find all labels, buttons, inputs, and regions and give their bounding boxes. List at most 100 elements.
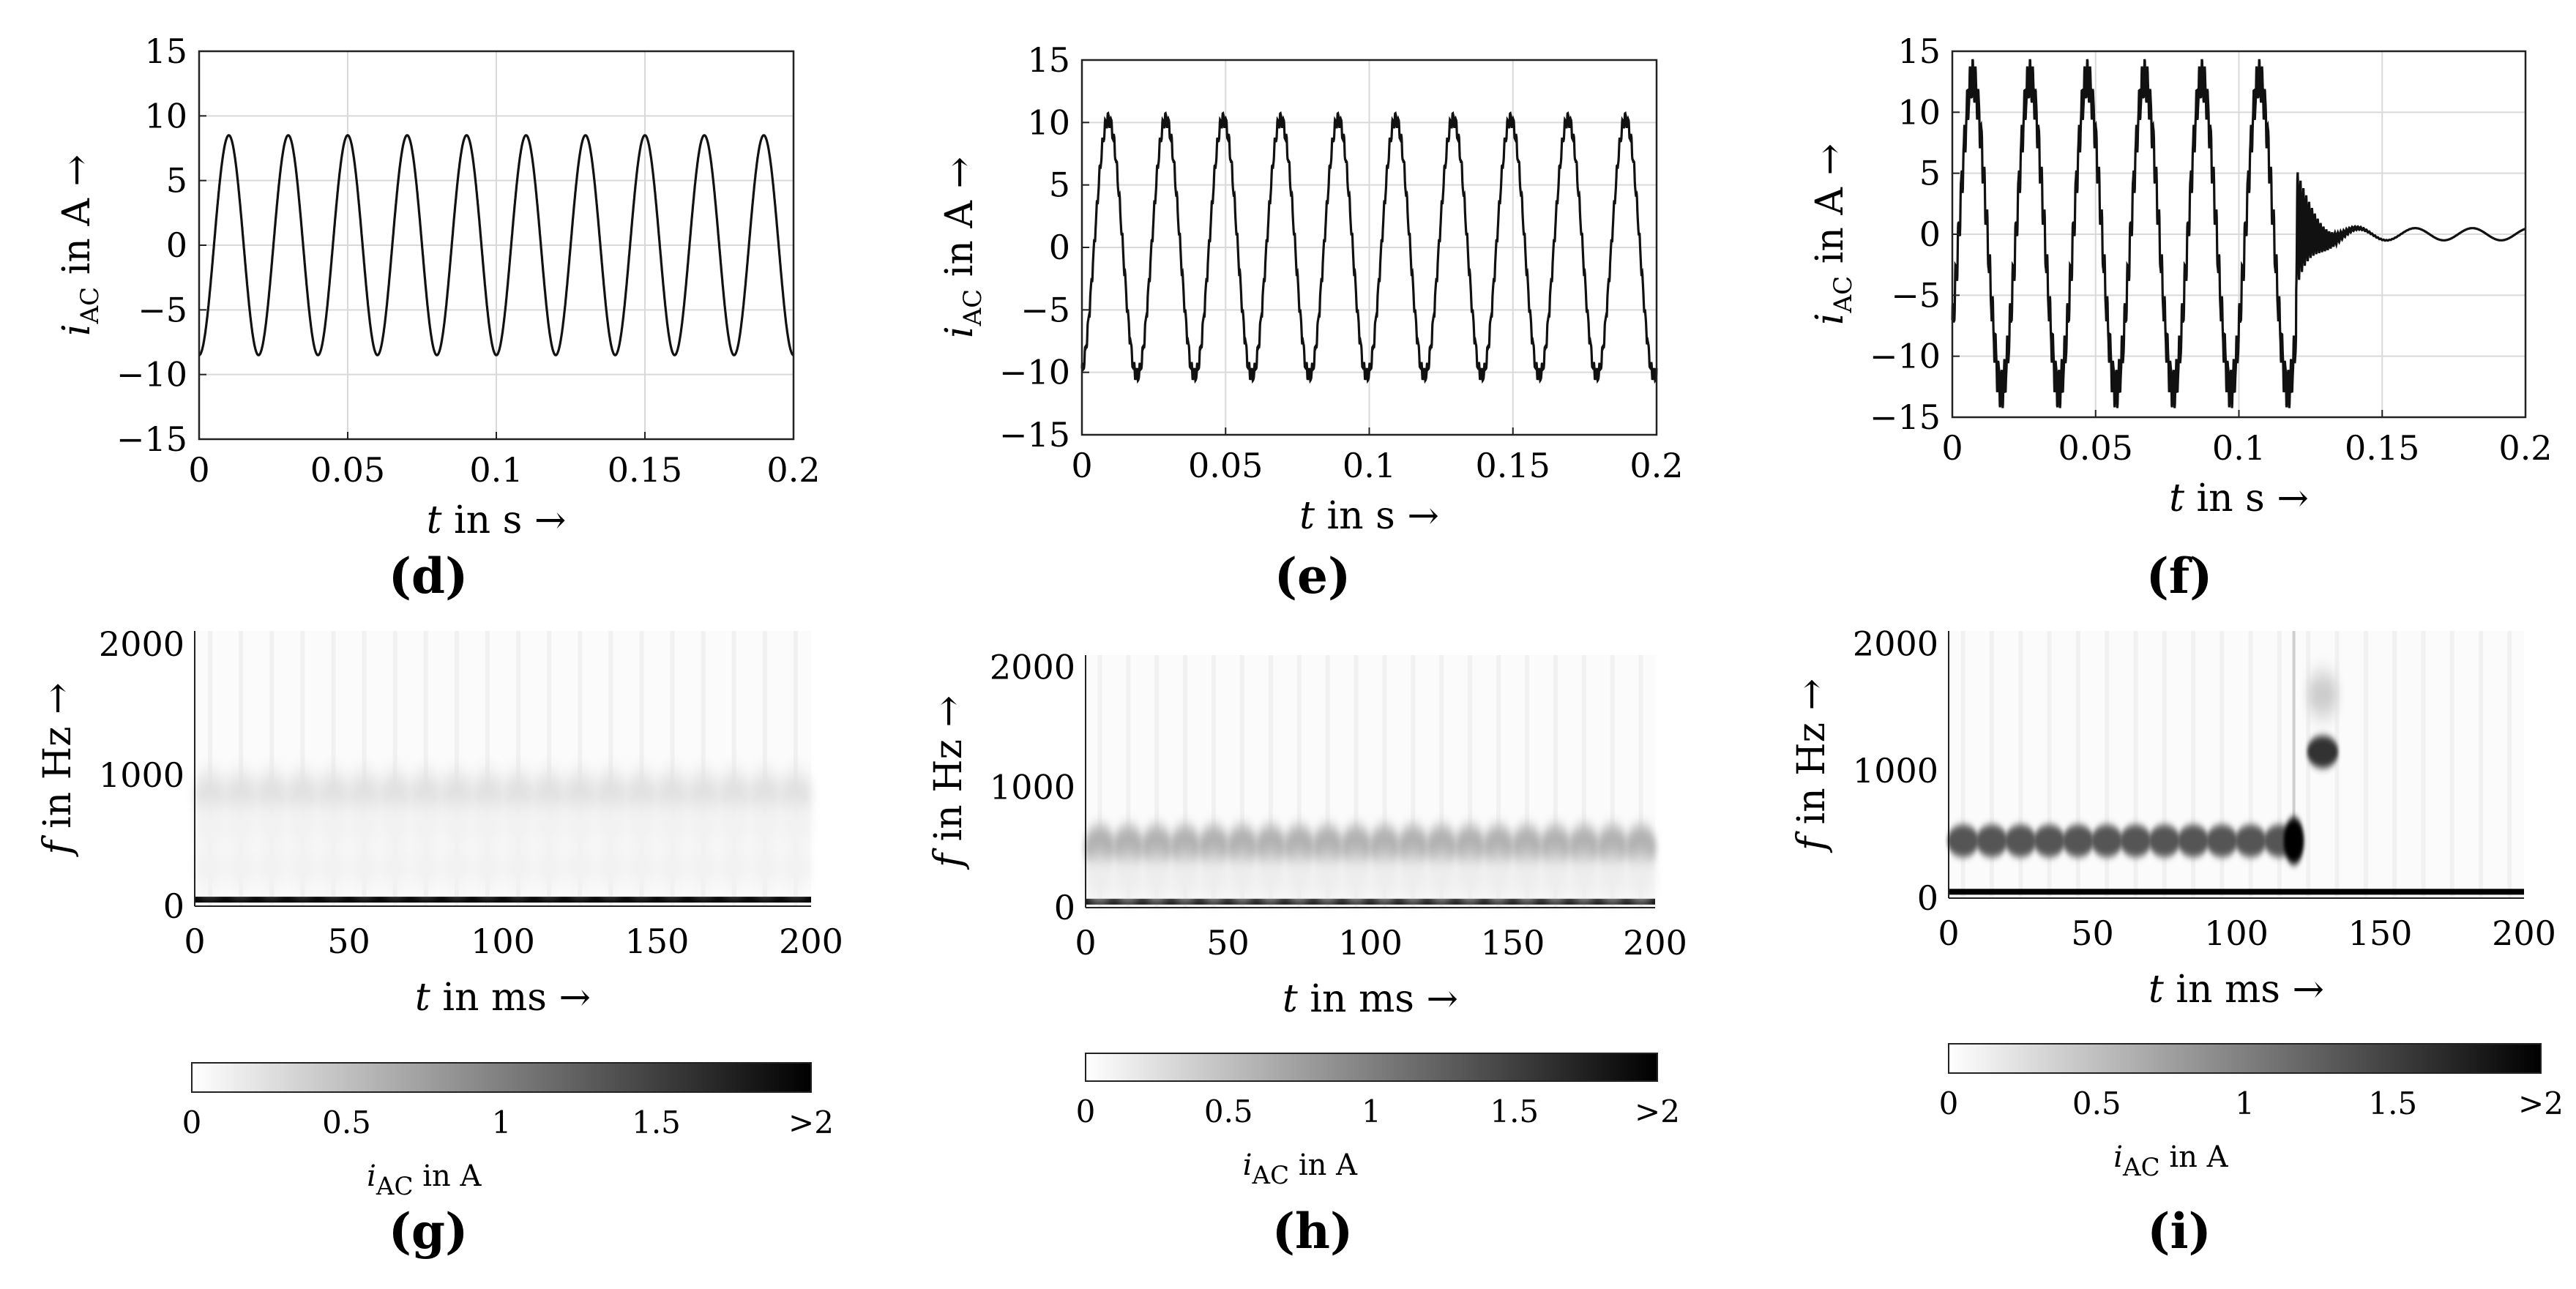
x-tick-label: 50 — [327, 922, 370, 961]
heatmap-striation — [1268, 655, 1273, 908]
colorbar-tick-label: 0.5 — [322, 1105, 371, 1140]
x-axis-label-var: t — [2169, 477, 2184, 520]
x-tick-label: 0.15 — [1476, 446, 1550, 485]
heatmap-cell — [2148, 824, 2181, 857]
heatmap-cell — [347, 845, 381, 889]
panel-label: (f) — [2146, 548, 2213, 605]
heatmap-striation — [547, 631, 552, 906]
x-axis-label: t in ms → — [1283, 977, 1458, 1021]
panel-label: (i) — [2147, 1203, 2211, 1260]
x-tick-label: 50 — [2071, 913, 2114, 953]
heatmap-cell — [501, 805, 536, 850]
heatmap-striation — [1325, 655, 1330, 908]
heatmap-striation — [1239, 655, 1244, 908]
heatmap-cell — [1283, 825, 1315, 870]
colorbar-tick-label: 0 — [1076, 1094, 1096, 1129]
heatmap-cell — [195, 897, 811, 903]
y-tick-label: 5 — [166, 161, 187, 201]
heatmap-cell — [2062, 824, 2094, 857]
x-tick-label: 0 — [1941, 428, 1963, 468]
y-tick-label: 5 — [1049, 165, 1070, 205]
x-tick-label: 0 — [184, 922, 205, 961]
heatmap-striation — [2162, 631, 2167, 898]
heatmap-cell — [223, 805, 258, 850]
x-tick-label: 0.1 — [469, 450, 523, 490]
heatmap-cell — [1597, 855, 1629, 900]
heatmap-cell — [563, 805, 597, 850]
heatmap-striation — [1296, 655, 1302, 908]
x-tick-label: 100 — [2204, 913, 2269, 953]
heatmap-cell — [1312, 855, 1344, 900]
y-tick-label: −10 — [1870, 337, 1941, 376]
heatmap-striation — [2018, 631, 2023, 898]
heatmap-i: 0 50 100 150 200 2000 1000 0 t in ms → f in Hz → 0… — [1790, 624, 2564, 1260]
y-tick-label: −15 — [1870, 397, 1941, 437]
heatmap-striation — [1496, 655, 1501, 908]
heatmap-cell — [347, 772, 381, 817]
heatmap-striation — [423, 631, 428, 906]
heatmap-cell — [255, 772, 289, 817]
y-axis-label: f in Hz → — [1790, 679, 1834, 853]
y-axis-label: iAC in A → — [55, 154, 105, 336]
y-tick-label: 2000 — [990, 647, 1075, 687]
heatmap-cell — [717, 845, 751, 889]
heatmap-cell — [1369, 855, 1400, 900]
heatmap-cell — [778, 772, 813, 817]
heatmap-striation — [639, 631, 644, 906]
heatmap-cell — [408, 772, 443, 817]
heatmap-cell — [193, 772, 228, 817]
heatmap-striation — [2363, 631, 2368, 898]
heatmap-cell — [439, 845, 474, 889]
heatmap-striation — [2479, 631, 2484, 898]
heatmap-striation — [485, 631, 490, 906]
y-tick-label: 5 — [1919, 154, 1941, 193]
heatmap-cell — [1625, 855, 1657, 900]
y-tick-label: 0 — [1919, 214, 1941, 254]
heatmap-cell — [1947, 824, 1979, 857]
y-axis-label-sub: AC — [1829, 276, 1858, 314]
heatmap-striation — [1154, 655, 1160, 908]
x-tick-label: 0.15 — [608, 450, 682, 490]
x-tick-label: 50 — [1206, 923, 1250, 963]
heatmap-cell — [1140, 825, 1173, 870]
x-axis-label: t in s → — [1299, 494, 1439, 538]
heatmap-striation — [578, 631, 583, 906]
heatmap-striation — [239, 631, 244, 906]
line-chart-d: 0 0.05 0.1 0.15 0.2 15 10 5 0 −5 −10 −15 t in s → iAC… — [55, 31, 821, 605]
heatmap-cell — [193, 805, 228, 850]
y-axis-label-var: i — [55, 324, 99, 336]
x-tick-label: 0.15 — [2345, 428, 2419, 468]
heatmap-cell — [563, 772, 597, 817]
heatmap-cell — [1425, 855, 1457, 900]
heatmap-striation — [269, 631, 275, 906]
heatmap-cell — [1425, 825, 1457, 870]
y-tick-label: 0 — [1917, 878, 1938, 918]
heatmap-cell — [439, 772, 474, 817]
x-tick-label: 200 — [2492, 913, 2556, 953]
heatmap-striation — [2047, 631, 2052, 898]
y-axis-label: f in Hz → — [927, 695, 971, 870]
colorbar-label-rest: in A — [414, 1159, 482, 1193]
heatmap-cell — [686, 845, 720, 889]
x-axis-label-var: t — [415, 976, 430, 1020]
x-axis-label: t in s → — [2169, 477, 2309, 520]
heatmap-striation — [2392, 631, 2397, 898]
heatmap-cell — [1568, 855, 1600, 900]
y-tick-label: 15 — [144, 31, 187, 71]
heatmap-cell — [316, 845, 351, 889]
heatmap-cell — [1112, 825, 1144, 870]
x-axis-label: t in ms → — [2148, 968, 2324, 1012]
heatmap-cell — [378, 845, 412, 889]
heatmap-striation — [1989, 631, 1994, 898]
heatmap-striation — [2075, 631, 2080, 898]
heatmap-cell — [1255, 855, 1287, 900]
heatmap-cell — [470, 805, 505, 850]
heatmap-cell — [686, 805, 720, 850]
heatmap-striation — [1960, 631, 1965, 898]
heatmap-cell — [2307, 736, 2339, 769]
heatmap-cell — [1340, 825, 1372, 870]
heatmap-cell — [624, 845, 659, 889]
heatmap-cell — [193, 845, 228, 889]
heatmap-cell — [624, 805, 659, 850]
